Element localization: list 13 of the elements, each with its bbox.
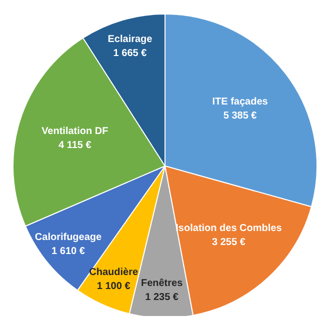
data-label: 5 385 €: [223, 110, 258, 122]
slice-label: Calorifugeage: [34, 232, 102, 244]
data-label: 4 115 €: [58, 140, 92, 151]
slice-label: Chaudière: [89, 267, 138, 278]
data-label: 1 235 €: [145, 292, 179, 304]
data-label: 3 255 €: [212, 236, 246, 248]
slice-label: ITE façades: [212, 96, 268, 108]
slice-label: Ventilation DF: [42, 126, 108, 137]
slice-label: Eclairage: [108, 34, 153, 45]
slice-label: Fenêtres: [140, 278, 184, 290]
data-label: 1 665 €: [113, 48, 148, 59]
data-label: 1 610 €: [52, 246, 86, 258]
data-label: 1 100 €: [96, 281, 131, 292]
